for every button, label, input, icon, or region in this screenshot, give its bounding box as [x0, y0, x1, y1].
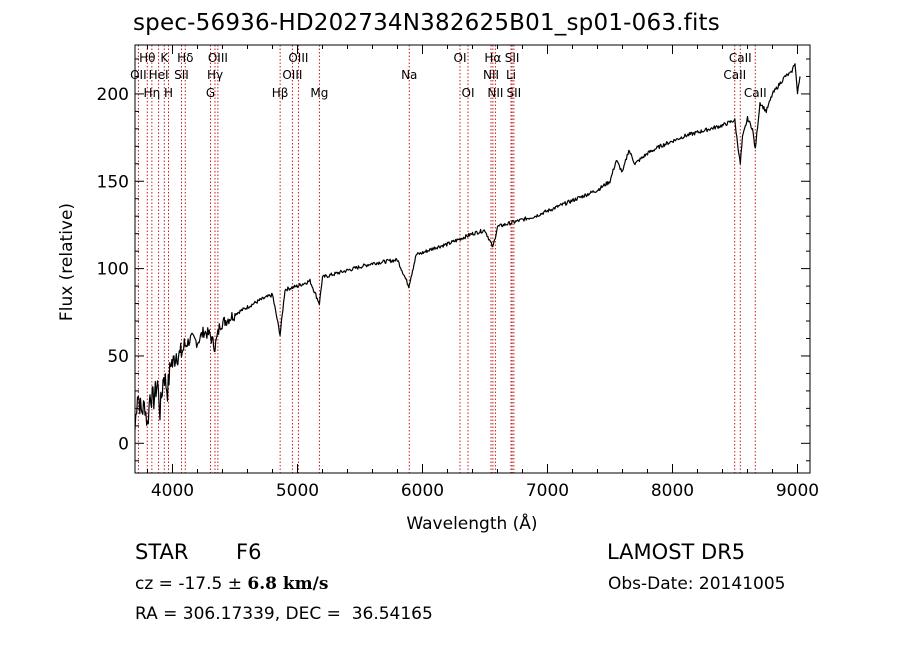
observation-date: Obs-Date: 20141005: [608, 574, 786, 594]
spectral-line-label: G: [206, 86, 215, 100]
x-tick-label: 9000: [776, 481, 819, 501]
spectral-line-label: OI: [454, 51, 467, 65]
spectral-line-label: Li: [506, 68, 516, 82]
spectral-line-label: Hγ: [207, 68, 223, 82]
spectral-line-label: Hη: [144, 86, 161, 100]
spectral-line-label: NII: [483, 68, 499, 82]
spectrum-series-line: [134, 63, 801, 430]
x-tick-label: 5000: [276, 481, 319, 501]
y-tick-label: 150: [97, 172, 129, 192]
spectral-line-label: Mg: [310, 86, 328, 100]
y-tick-label: 50: [107, 347, 129, 367]
x-tick-label: 4000: [151, 481, 194, 501]
x-tick-label: 8000: [651, 481, 694, 501]
spectral-line-label: H: [164, 86, 173, 100]
spectral-line-label: CaII: [723, 68, 746, 82]
spectral-line-label: Hβ: [272, 86, 289, 100]
spectral-line-label: Hδ: [177, 51, 193, 65]
x-axis-label: Wavelength (Å): [406, 512, 537, 534]
x-tick-label: 6000: [401, 481, 444, 501]
cz-label: cz =: [135, 574, 179, 594]
spectral-line-label: NII: [487, 86, 503, 100]
spectral-line-label: Na: [401, 68, 417, 82]
spectral-line-label: SII: [174, 68, 189, 82]
y-tick-label: 100: [97, 260, 129, 280]
spectral-line-label: SII: [507, 86, 522, 100]
x-tick-label: 7000: [526, 481, 569, 501]
spectral-line-label: HeI: [149, 68, 169, 82]
spectral-line-label: OI: [462, 86, 475, 100]
survey-name: LAMOST DR5: [607, 540, 746, 564]
y-tick-label: 0: [118, 434, 129, 454]
spectral-line-label: K: [160, 51, 169, 65]
ra-dec-coordinates: RA = 306.17339, DEC = 36.54165: [135, 604, 433, 624]
y-axis-label: Flux (relative): [57, 203, 77, 321]
spectral-line-label: SII: [505, 51, 520, 65]
spectral-line-labels: OIIHθHηHeIKHSIIHδGHγOIIIHβOIIIOIIIMgNaOI…: [130, 51, 767, 100]
plot-frame: [134, 44, 811, 474]
spectral-line-label: OIII: [208, 51, 228, 65]
cz-plus-minus: ±: [222, 574, 248, 594]
cz-unit: km/s: [276, 574, 329, 594]
redshift-readout: cz = -17.5 ± 6.8 km/s: [135, 574, 328, 594]
object-type: STAR: [135, 540, 189, 564]
spectral-line-label: OIII: [288, 51, 308, 65]
chart-title: spec-56936-HD202734N382625B01_sp01-063.f…: [133, 10, 720, 36]
spectral-line-label: OII: [130, 68, 147, 82]
axis-ticks: 4000 5000 6000 7000 8000 9000 0 50 100 150 200: [97, 45, 819, 501]
y-tick-label: 200: [97, 85, 129, 105]
spectral-line-label: Hα: [484, 51, 501, 65]
spectrum-chart: OIIHθHηHeIKHSIIHδGHγOIIIHβOIIIOIIIMgNaOI…: [57, 44, 819, 534]
spectral-line-label: CaII: [729, 51, 752, 65]
cz-value: -17.5: [178, 574, 223, 594]
spectral-line-markers: [137, 45, 756, 473]
spectral-line-label: OIII: [282, 68, 302, 82]
spectral-line-label: CaII: [744, 86, 767, 100]
cz-error: 6.8: [247, 574, 277, 594]
spectral-line-label: Hθ: [139, 51, 155, 65]
object-subclass: F6: [236, 540, 262, 564]
